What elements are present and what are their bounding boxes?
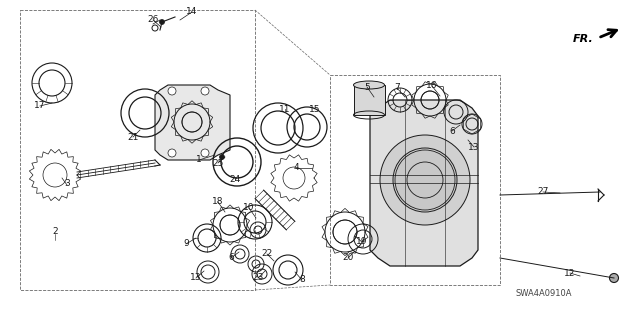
Text: 11: 11 xyxy=(279,106,291,115)
Text: 22: 22 xyxy=(261,249,273,258)
Circle shape xyxy=(380,135,470,225)
Text: 16: 16 xyxy=(426,81,438,91)
Circle shape xyxy=(159,19,164,25)
Text: SWA4A0910A: SWA4A0910A xyxy=(516,288,573,298)
Text: 9: 9 xyxy=(183,240,189,249)
Text: 15: 15 xyxy=(309,106,321,115)
Text: 3: 3 xyxy=(64,179,70,188)
Text: 23: 23 xyxy=(252,273,264,283)
Text: 7: 7 xyxy=(394,84,400,93)
Text: 10: 10 xyxy=(243,204,255,212)
Text: 20: 20 xyxy=(342,254,354,263)
Circle shape xyxy=(609,273,618,283)
Text: 6: 6 xyxy=(449,127,455,136)
Text: 19: 19 xyxy=(356,238,368,247)
Text: 6: 6 xyxy=(228,254,234,263)
Text: 13: 13 xyxy=(190,273,202,283)
Polygon shape xyxy=(370,100,478,266)
Ellipse shape xyxy=(353,81,385,89)
Text: 8: 8 xyxy=(299,276,305,285)
Text: 24: 24 xyxy=(229,175,241,184)
Text: 25: 25 xyxy=(212,159,224,167)
Text: 27: 27 xyxy=(538,188,548,197)
Text: 4: 4 xyxy=(293,164,299,173)
Polygon shape xyxy=(155,85,230,160)
Text: 5: 5 xyxy=(364,83,370,92)
Text: 12: 12 xyxy=(564,269,576,278)
Circle shape xyxy=(168,149,176,157)
Text: 21: 21 xyxy=(127,132,139,142)
Bar xyxy=(354,85,385,115)
Text: 14: 14 xyxy=(186,8,198,17)
Text: 13: 13 xyxy=(468,143,480,152)
Text: 18: 18 xyxy=(212,197,224,206)
Circle shape xyxy=(395,150,455,210)
Text: 1: 1 xyxy=(196,155,202,165)
Circle shape xyxy=(220,154,225,160)
Text: 2: 2 xyxy=(52,227,58,236)
Text: FR.: FR. xyxy=(573,34,594,44)
Text: 17: 17 xyxy=(35,101,45,110)
Text: 26: 26 xyxy=(147,16,159,25)
Circle shape xyxy=(168,87,176,95)
Circle shape xyxy=(201,87,209,95)
Circle shape xyxy=(201,149,209,157)
